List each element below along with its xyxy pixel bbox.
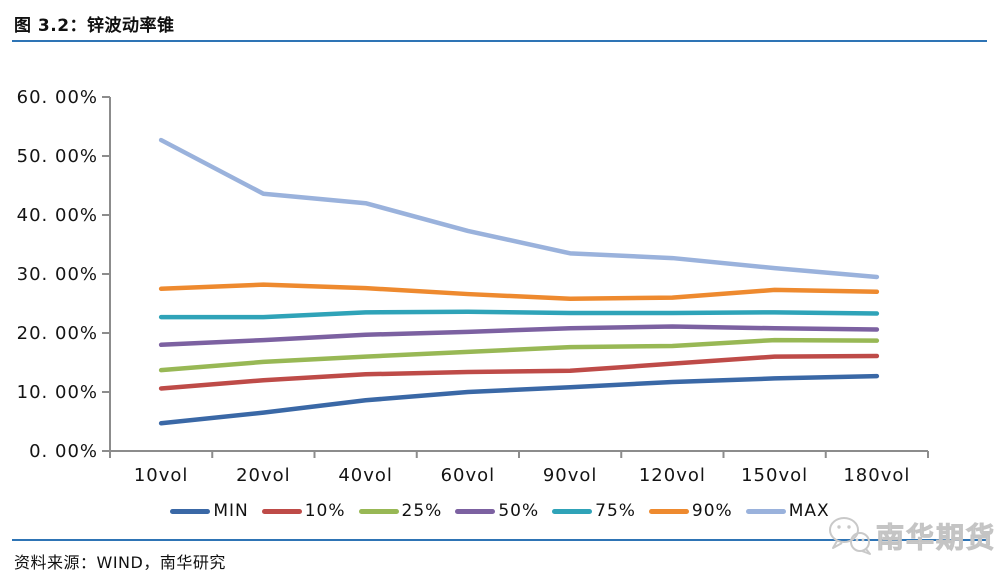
- wechat-icon: [829, 517, 871, 555]
- x-tick-label: 180vol: [843, 465, 910, 486]
- series-line-90%: [158, 282, 880, 302]
- y-tick-label: 30. 00%: [17, 264, 98, 285]
- legend-item-75%: 75%: [552, 501, 636, 521]
- title-divider: [12, 40, 987, 42]
- x-tick-label: 90vol: [543, 465, 598, 486]
- series-line-25%: [158, 337, 880, 373]
- legend-swatch: [745, 508, 786, 514]
- watermark: 南华期货: [826, 514, 996, 558]
- legend-label: 10%: [304, 501, 346, 521]
- legend-item-MAX: MAX: [745, 501, 830, 521]
- watermark-text: 南华期货: [875, 521, 997, 555]
- x-tick-label: 20vol: [236, 465, 291, 486]
- legend-swatch: [455, 508, 496, 514]
- series-line-MAX: [158, 137, 880, 280]
- x-tick-label: 40vol: [338, 465, 393, 486]
- legend-swatch: [648, 508, 689, 514]
- legend-item-50%: 50%: [455, 501, 539, 521]
- x-tick-label: 120vol: [639, 465, 706, 486]
- legend-item-MIN: MIN: [170, 501, 248, 521]
- chart-legend: MIN 10% 25% 50% 75% 90% MAX: [0, 501, 1000, 521]
- legend-swatch: [170, 508, 211, 514]
- legend-label: 25%: [401, 501, 443, 521]
- y-tick-label: 60. 00%: [17, 87, 98, 108]
- legend-item-25%: 25%: [358, 501, 443, 521]
- legend-swatch: [261, 508, 302, 514]
- series-line-MIN: [158, 373, 880, 426]
- y-tick-label: 0. 00%: [29, 441, 98, 462]
- series-line-50%: [158, 324, 880, 348]
- legend-item-10%: 10%: [261, 501, 346, 521]
- series-line-75%: [158, 309, 880, 320]
- x-tick-label: 10vol: [134, 465, 189, 486]
- y-tick-label: 10. 00%: [17, 382, 98, 403]
- legend-label: MIN: [213, 501, 249, 521]
- legend-label: 90%: [691, 501, 733, 521]
- series-line-10%: [158, 353, 880, 391]
- legend-label: MAX: [788, 501, 830, 521]
- legend-swatch: [552, 508, 593, 514]
- y-tick-label: 40. 00%: [17, 205, 98, 226]
- source-note: 资料来源：WIND，南华研究: [14, 553, 226, 572]
- x-tick-label: 150vol: [741, 465, 808, 486]
- figure-title: 图 3.2：锌波动率锥: [14, 16, 175, 36]
- x-tick-label: 60vol: [441, 465, 496, 486]
- y-tick-label: 50. 00%: [17, 146, 98, 167]
- legend-label: 50%: [498, 501, 540, 521]
- legend-swatch: [358, 508, 399, 514]
- legend-item-90%: 90%: [648, 501, 733, 521]
- footer-divider: [12, 539, 987, 541]
- y-tick-label: 20. 00%: [17, 323, 98, 344]
- legend-label: 75%: [595, 501, 636, 521]
